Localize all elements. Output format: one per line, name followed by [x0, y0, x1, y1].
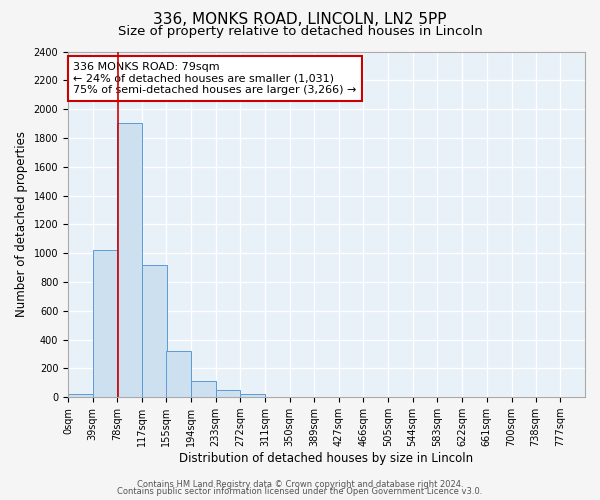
Y-axis label: Number of detached properties: Number of detached properties	[15, 132, 28, 318]
Text: Contains public sector information licensed under the Open Government Licence v3: Contains public sector information licen…	[118, 487, 482, 496]
Bar	[215, 390, 241, 397]
Bar	[241, 394, 265, 397]
Bar	[166, 351, 191, 397]
Text: 336 MONKS ROAD: 79sqm
← 24% of detached houses are smaller (1,031)
75% of semi-d: 336 MONKS ROAD: 79sqm ← 24% of detached …	[73, 62, 356, 95]
Bar	[118, 123, 142, 397]
Bar	[191, 382, 215, 397]
X-axis label: Distribution of detached houses by size in Lincoln: Distribution of detached houses by size …	[179, 452, 473, 465]
Bar	[93, 250, 118, 397]
Bar	[68, 394, 93, 397]
Text: Size of property relative to detached houses in Lincoln: Size of property relative to detached ho…	[118, 25, 482, 38]
Text: 336, MONKS ROAD, LINCOLN, LN2 5PP: 336, MONKS ROAD, LINCOLN, LN2 5PP	[153, 12, 447, 28]
Text: Contains HM Land Registry data © Crown copyright and database right 2024.: Contains HM Land Registry data © Crown c…	[137, 480, 463, 489]
Bar	[142, 264, 167, 397]
